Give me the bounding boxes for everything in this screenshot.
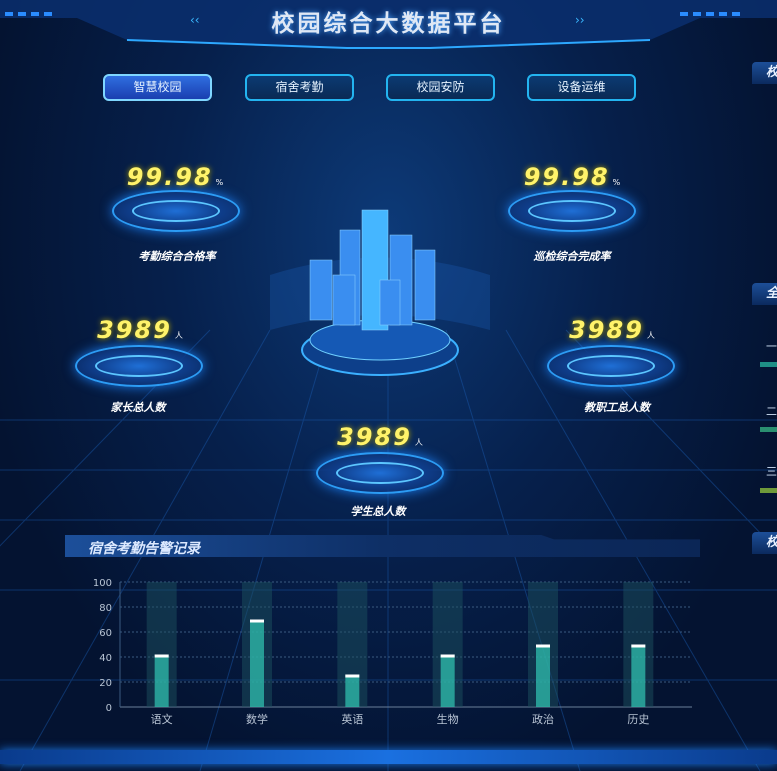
staff-total-stat: 3989 人 (537, 316, 687, 344)
tab-campus-security[interactable]: 校园安防 (386, 74, 495, 101)
header: ‹‹ ›› 校园综合大数据平台 (0, 0, 777, 52)
rank-label: 一 (766, 340, 777, 353)
platform (75, 345, 203, 387)
parents-total-label: 家长总人数 (110, 401, 166, 414)
students-total-stat: 3989 人 (305, 423, 455, 451)
panel-header (65, 535, 700, 557)
y-tick-label: 100 (93, 578, 112, 589)
platform (316, 452, 444, 494)
staff-total-label: 教职工总人数 (584, 401, 650, 414)
y-tick-label: 40 (99, 653, 112, 664)
y-tick-label: 0 (106, 703, 112, 714)
y-tick-label: 60 (99, 628, 112, 639)
page-title: 校园综合大数据平台 (271, 11, 506, 37)
platform (508, 190, 636, 232)
header-frame: ‹‹ ›› (0, 0, 777, 49)
svg-text:››: ›› (575, 13, 585, 27)
stat-unit: 人 (174, 331, 183, 340)
rank-bar (760, 362, 777, 367)
right-panel-header: 校 (752, 62, 777, 84)
stat-value: 3989 (97, 316, 172, 344)
x-tick-label: 数学 (246, 712, 268, 726)
y-tick-label: 80 (99, 603, 112, 614)
students-total-label: 学生总人数 (350, 505, 406, 518)
x-tick-label: 英语 (341, 712, 363, 726)
stat-value: 3989 (337, 423, 412, 451)
platform (547, 345, 675, 387)
bar-cap (345, 674, 360, 678)
x-tick-label: 历史 (627, 713, 649, 726)
stat-value: 3989 (569, 316, 644, 344)
footer-bar (0, 750, 777, 764)
bar (440, 654, 455, 707)
tab-device-maintenance[interactable]: 设备运维 (527, 74, 636, 101)
attendance-rate-label: 考勤综合合格率 (138, 250, 216, 263)
panel-title: 宿舍考勤告警记录 (88, 541, 200, 557)
stat-value: 99.98 (523, 163, 610, 191)
stat-value: 99.98 (126, 163, 213, 191)
attendance-rate-stat: 99.98% (100, 163, 250, 191)
attendance-alert-chart: 0 20 40 60 80 100 语文 数学 英语 生物 政治 历史 (93, 578, 692, 726)
bar (631, 644, 646, 707)
x-tick-label: 生物 (437, 712, 459, 726)
y-tick-label: 20 (99, 678, 112, 689)
platform (112, 190, 240, 232)
bar (154, 654, 169, 707)
bar-cap (631, 644, 646, 648)
campus-3d-illustration (270, 209, 490, 376)
stat-unit: % (215, 178, 224, 187)
stat-unit: 人 (414, 438, 423, 447)
bar-cap (440, 654, 455, 658)
bar-cap (536, 644, 550, 648)
svg-text:‹‹: ‹‹ (190, 13, 200, 27)
bar (250, 619, 264, 707)
inspection-rate-stat: 99.98% (497, 163, 647, 191)
right-panel-header: 校 (752, 532, 777, 554)
x-tick-label: 语文 (151, 712, 173, 726)
inspection-rate-label: 巡检综合完成率 (533, 250, 611, 263)
bar (536, 644, 550, 707)
stat-unit: % (612, 178, 621, 187)
stat-unit: 人 (646, 331, 655, 340)
x-tick-label: 政治 (532, 712, 554, 726)
rank-label: 二 (766, 405, 777, 418)
rank-label: 三 (766, 465, 777, 478)
bar-cap (154, 654, 169, 658)
parents-total-stat: 3989 人 (65, 316, 215, 344)
rank-bar (760, 488, 777, 493)
tab-dorm-attendance[interactable]: 宿舍考勤 (245, 74, 354, 101)
rank-bar (760, 427, 777, 432)
bar (345, 674, 360, 707)
tab-smart-campus[interactable]: 智慧校园 (103, 74, 212, 101)
right-panel-header: 全 (752, 283, 777, 305)
bar-cap (250, 619, 264, 623)
